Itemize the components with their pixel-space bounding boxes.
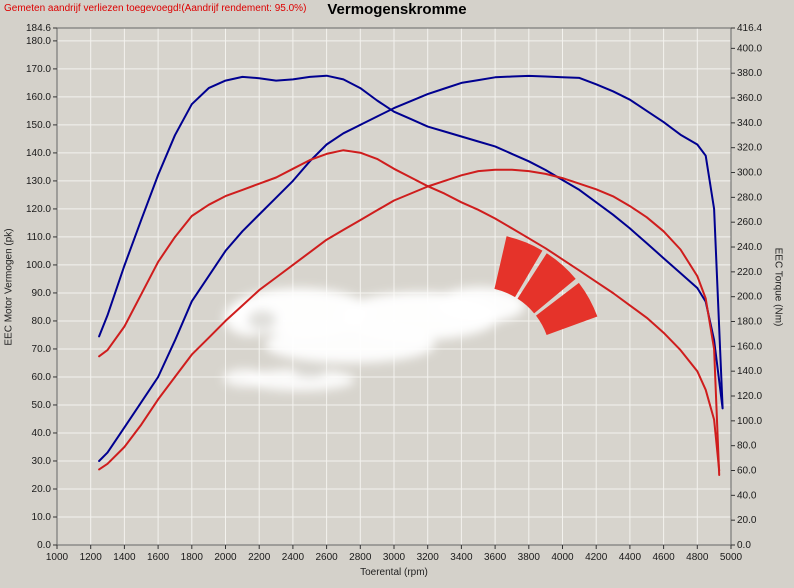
x-tick-label: 3000: [383, 552, 406, 563]
y-left-tick-label: 90.0: [32, 288, 52, 299]
x-tick-label: 1200: [80, 552, 103, 563]
y-left-tick-label: 130.0: [26, 176, 51, 187]
x-tick-label: 4600: [652, 552, 675, 563]
x-tick-label: 3600: [484, 552, 507, 563]
x-tick-label: 5000: [720, 552, 743, 563]
y-left-tick-label: 110.0: [27, 232, 52, 243]
y-right-tick-label: 40.0: [737, 490, 757, 501]
y-right-tick-label: 0.0: [737, 540, 751, 551]
x-axis-label: Toerental (rpm): [360, 567, 428, 578]
y-left-tick-label: 160.0: [26, 92, 51, 103]
y-left-tick-label: 0.0: [37, 540, 51, 551]
x-tick-label: 4400: [619, 552, 642, 563]
red-torque-curve: [98, 149, 721, 472]
y-left-tick-label: 20.0: [32, 484, 52, 495]
drivetrain-loss-note: Gemeten aandrijf verliezen toegevoegd!(A…: [4, 3, 307, 14]
x-tick-label: 2200: [248, 552, 271, 563]
x-tick-label: 4800: [686, 552, 709, 563]
y-left-tick-label: 80.0: [32, 316, 52, 327]
chart-title: Vermogenskromme: [327, 1, 467, 18]
y-left-tick-label: 150.0: [26, 120, 51, 131]
y-right-tick-label: 360.0: [737, 93, 762, 104]
y-right-tick-label: 320.0: [737, 143, 762, 154]
x-tick-label: 1800: [181, 552, 204, 563]
y-left-tick-label: 10.0: [32, 512, 52, 523]
y-right-tick-label: 80.0: [737, 441, 757, 452]
y-left-tick-label: 60.0: [32, 372, 52, 383]
y-right-tick-label: 200.0: [737, 292, 762, 303]
x-tick-label: 4200: [585, 552, 608, 563]
gauge-logo-icon: [493, 236, 598, 337]
y-left-tick-label: 180.0: [26, 36, 51, 47]
y-right-tick-label: 400.0: [737, 43, 762, 54]
y-left-tick-label: 120.0: [26, 204, 51, 215]
y-left-tick-label: 40.0: [32, 428, 52, 439]
y-right-tick-label: 260.0: [737, 217, 762, 228]
y-right-tick-label: 140.0: [737, 366, 762, 377]
x-tick-label: 4000: [551, 552, 574, 563]
y-right-tick-label: 380.0: [737, 68, 762, 79]
x-tick-label: 2000: [214, 552, 237, 563]
x-tick-label: 1600: [147, 552, 170, 563]
y-right-tick-label: 240.0: [737, 242, 762, 253]
chart-curves: [98, 74, 724, 476]
chart-grid: 184.6 180.0 170.0 160.0 150.0 140.0 130.0 120.0…: [26, 23, 762, 563]
y-right-tick-label: 280.0: [737, 192, 762, 203]
red-power-curve: [98, 168, 721, 476]
y-axis-label-left: EEC Motor Vermogen (pk): [3, 228, 15, 346]
x-tick-label: 2400: [282, 552, 305, 563]
y-right-tick-label: 120.0: [737, 391, 762, 402]
x-tick-label: 1400: [113, 552, 136, 563]
y-left-tick-label: 100.0: [26, 260, 51, 271]
y-left-tick-label: 30.0: [32, 456, 52, 467]
y-right-tick-label: 180.0: [737, 317, 762, 328]
y-left-tick-label: 70.0: [32, 344, 52, 355]
y-right-tick-label: 300.0: [737, 168, 762, 179]
x-tick-label: 3800: [518, 552, 541, 563]
x-tick-label: 3400: [450, 552, 473, 563]
x-tick-label: 2800: [349, 552, 372, 563]
y-left-tick-label: 184.6: [26, 23, 51, 34]
y-left-tick-label: 140.0: [26, 148, 51, 159]
y-axis-label-right: EEC Torque (Nm): [772, 247, 784, 327]
y-right-tick-label: 20.0: [737, 515, 757, 526]
y-right-tick-label: 416.4: [737, 23, 762, 34]
y-right-tick-label: 100.0: [737, 416, 762, 427]
x-tick-label: 2600: [315, 552, 338, 563]
blue-torque-curve: [98, 74, 724, 410]
y-right-tick-label: 340.0: [737, 118, 762, 129]
y-left-tick-label: 170.0: [26, 64, 51, 75]
y-right-tick-label: 160.0: [737, 341, 762, 352]
watermark-smudge: [223, 287, 525, 391]
y-right-tick-label: 220.0: [737, 267, 762, 278]
blue-power-curve: [98, 74, 724, 462]
x-tick-label: 1000: [46, 552, 69, 563]
x-tick-label: 3200: [417, 552, 440, 563]
y-left-tick-label: 50.0: [32, 400, 52, 411]
y-right-tick-label: 60.0: [737, 466, 757, 477]
